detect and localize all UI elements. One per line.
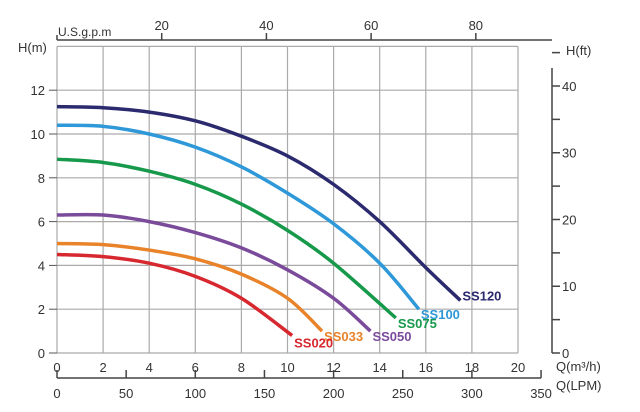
y-tick-label: 10: [31, 127, 45, 142]
lpm-tick-label: 350: [530, 386, 552, 401]
series-label-ss033: SS033: [324, 329, 363, 344]
gpm-tick-label: 60: [364, 18, 378, 33]
lpm-tick-label: 0: [53, 386, 60, 401]
y-tick-label: 0: [38, 346, 45, 361]
lpm-tick-label: 100: [184, 386, 206, 401]
x-tick-label: 14: [372, 360, 386, 375]
y-tick-label: 8: [38, 171, 45, 186]
y-tick-label: 12: [31, 83, 45, 98]
y-tick-label: 2: [38, 302, 45, 317]
ft-tick-label: 40: [562, 79, 576, 94]
ft-tick-label: 20: [562, 212, 576, 227]
lpm-tick-label: 200: [323, 386, 345, 401]
x-tick-label: 6: [192, 360, 199, 375]
gpm-tick-label: 80: [469, 18, 483, 33]
x-axis-label: Q(m³/h): [556, 359, 601, 374]
curve-ss075: [56, 157, 397, 320]
lpm-tick-label: 150: [254, 386, 276, 401]
series-label-ss020: SS020: [294, 335, 333, 350]
gpm-tick-label: 40: [259, 18, 273, 33]
y-tick-label: 6: [38, 215, 45, 230]
x-tick-label: 16: [419, 360, 433, 375]
curve-ss020: [56, 252, 294, 337]
x-tick-label: 0: [53, 360, 60, 375]
x-tick-label: 2: [99, 360, 106, 375]
x-tick-label: 18: [465, 360, 479, 375]
series-label-ss100: SS100: [421, 307, 460, 322]
curve-ss100: [56, 123, 421, 311]
ft-tick-label: 10: [562, 279, 576, 294]
x-tick-label: 20: [511, 360, 525, 375]
lpm-tick-label: 50: [119, 386, 133, 401]
x-tick-label: 10: [280, 360, 294, 375]
gpm-axis-label: U.S.g.p.m: [58, 25, 111, 39]
curve-ss050: [56, 212, 372, 333]
lpm-axis-label: Q(LPM): [556, 378, 602, 393]
curve-ss033: [56, 241, 324, 333]
gpm-tick-label: 20: [154, 18, 168, 33]
series-label-ss120: SS120: [462, 288, 501, 303]
x-tick-label: 4: [146, 360, 153, 375]
x-tick-label: 12: [326, 360, 340, 375]
curve-ss120: [56, 104, 462, 302]
lpm-tick-label: 300: [461, 386, 483, 401]
series-label-ss050: SS050: [372, 329, 411, 344]
y-axis-label: H(m): [18, 40, 47, 55]
ft-tick-label: 0: [562, 346, 569, 361]
y2-axis-label: H(ft): [566, 43, 591, 58]
series-label-ss075: SS075: [398, 316, 437, 331]
lpm-tick-label: 250: [392, 386, 414, 401]
x-tick-label: 8: [238, 360, 245, 375]
ft-tick-label: 30: [562, 146, 576, 161]
y-tick-label: 4: [38, 258, 45, 273]
